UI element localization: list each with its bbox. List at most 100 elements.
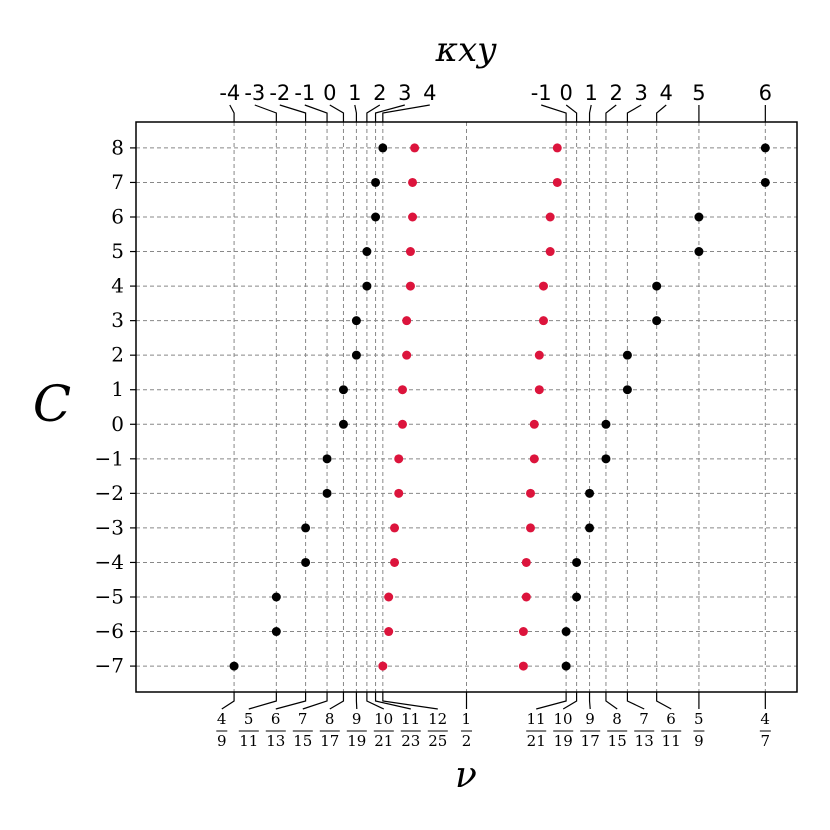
y-axis-label: C xyxy=(33,375,71,433)
x-tick-label: 6/11 xyxy=(662,710,681,750)
point xyxy=(397,385,407,395)
x-tick xyxy=(656,692,672,710)
point xyxy=(760,143,770,153)
point xyxy=(378,143,388,153)
y-tick-label: 5 xyxy=(111,239,124,263)
y-tick-label: 6 xyxy=(111,205,124,229)
x-tick-label: 11/21 xyxy=(526,710,546,750)
x-tick xyxy=(588,692,591,710)
x2-tick xyxy=(254,104,277,122)
point xyxy=(521,557,531,567)
point xyxy=(271,627,281,637)
x2-tick-label: 3 xyxy=(398,81,411,105)
x2-tick xyxy=(304,104,328,122)
point xyxy=(552,143,562,153)
point xyxy=(301,557,311,567)
y-tick-label: −7 xyxy=(95,654,124,678)
point xyxy=(526,523,536,533)
x2-tick-label: 3 xyxy=(635,81,648,105)
x-tick xyxy=(382,692,438,710)
point xyxy=(518,627,528,637)
x2-tick-label: -1 xyxy=(294,81,315,105)
x-tick-label: 5/9 xyxy=(694,710,705,750)
x2-tick xyxy=(329,104,345,122)
x2-tick xyxy=(541,104,567,122)
y-tick-label: −3 xyxy=(95,515,124,539)
x-tick-label: 11/23 xyxy=(401,710,421,750)
point xyxy=(384,627,394,637)
point xyxy=(760,177,770,187)
point xyxy=(390,523,400,533)
point xyxy=(371,212,381,222)
point xyxy=(338,385,348,395)
x2-tick-label: -1 xyxy=(531,81,552,105)
point xyxy=(526,488,536,498)
point xyxy=(518,661,528,671)
point xyxy=(561,627,571,637)
point xyxy=(338,419,348,429)
x2-tick xyxy=(229,104,235,122)
x2-tick xyxy=(366,104,381,122)
x2-tick-label: 2 xyxy=(373,81,386,105)
point xyxy=(652,281,662,291)
point xyxy=(322,454,332,464)
point xyxy=(545,212,555,222)
x2-tick xyxy=(382,104,430,122)
point xyxy=(601,454,611,464)
point xyxy=(622,350,632,360)
point xyxy=(402,316,412,326)
x2-tick xyxy=(279,104,307,122)
y-tick-label: 4 xyxy=(111,274,124,298)
x2-tick xyxy=(374,104,405,122)
x-tick xyxy=(366,692,385,710)
x2-tick-label: 0 xyxy=(323,81,336,105)
x-tick-label: 9/17 xyxy=(581,710,600,750)
point xyxy=(397,419,407,429)
point xyxy=(652,316,662,326)
x-tick-label: 9/19 xyxy=(347,710,366,750)
point xyxy=(371,177,381,187)
x2-tick xyxy=(354,104,358,122)
x-tick-label: 1/2 xyxy=(462,710,473,750)
x2-tick-label: 4 xyxy=(423,81,436,105)
y-tick-label: 0 xyxy=(111,412,124,436)
point xyxy=(405,281,415,291)
x2-tick-label: 1 xyxy=(348,81,361,105)
point xyxy=(622,385,632,395)
point xyxy=(585,523,595,533)
point xyxy=(410,143,420,153)
x2-tick-label: 5 xyxy=(692,81,705,105)
point xyxy=(552,177,562,187)
top-axis-label: κxy xyxy=(435,30,497,70)
point xyxy=(545,247,555,257)
y-tick-label: 7 xyxy=(111,170,124,194)
x-tick xyxy=(536,692,567,710)
y-tick-label: 8 xyxy=(111,135,124,159)
x2-tick-label: -4 xyxy=(219,81,240,105)
point xyxy=(362,247,372,257)
x2-tick-label: 4 xyxy=(660,81,673,105)
y-tick-label: −6 xyxy=(95,619,124,643)
x-tick xyxy=(374,692,411,710)
y-tick-label: −2 xyxy=(95,481,124,505)
y-tick-label: −1 xyxy=(95,446,124,470)
point xyxy=(362,281,372,291)
point xyxy=(694,212,704,222)
y-tick-label: 3 xyxy=(111,308,124,332)
x-tick-label: 6/13 xyxy=(266,710,285,750)
x-tick-label: 5/11 xyxy=(239,710,258,750)
point xyxy=(572,592,582,602)
x2-tick xyxy=(605,104,617,122)
x2-tick-label: 2 xyxy=(610,81,623,105)
point xyxy=(408,177,418,187)
x-tick-label: 12/25 xyxy=(428,710,448,750)
x-tick xyxy=(248,692,277,710)
point xyxy=(694,247,704,257)
x-tick-label: 7/15 xyxy=(293,710,312,750)
x-tick xyxy=(302,692,328,710)
x-tick-label: 10/21 xyxy=(374,710,394,750)
point xyxy=(529,419,539,429)
x-tick-label: 8/17 xyxy=(320,710,339,750)
point xyxy=(534,350,544,360)
